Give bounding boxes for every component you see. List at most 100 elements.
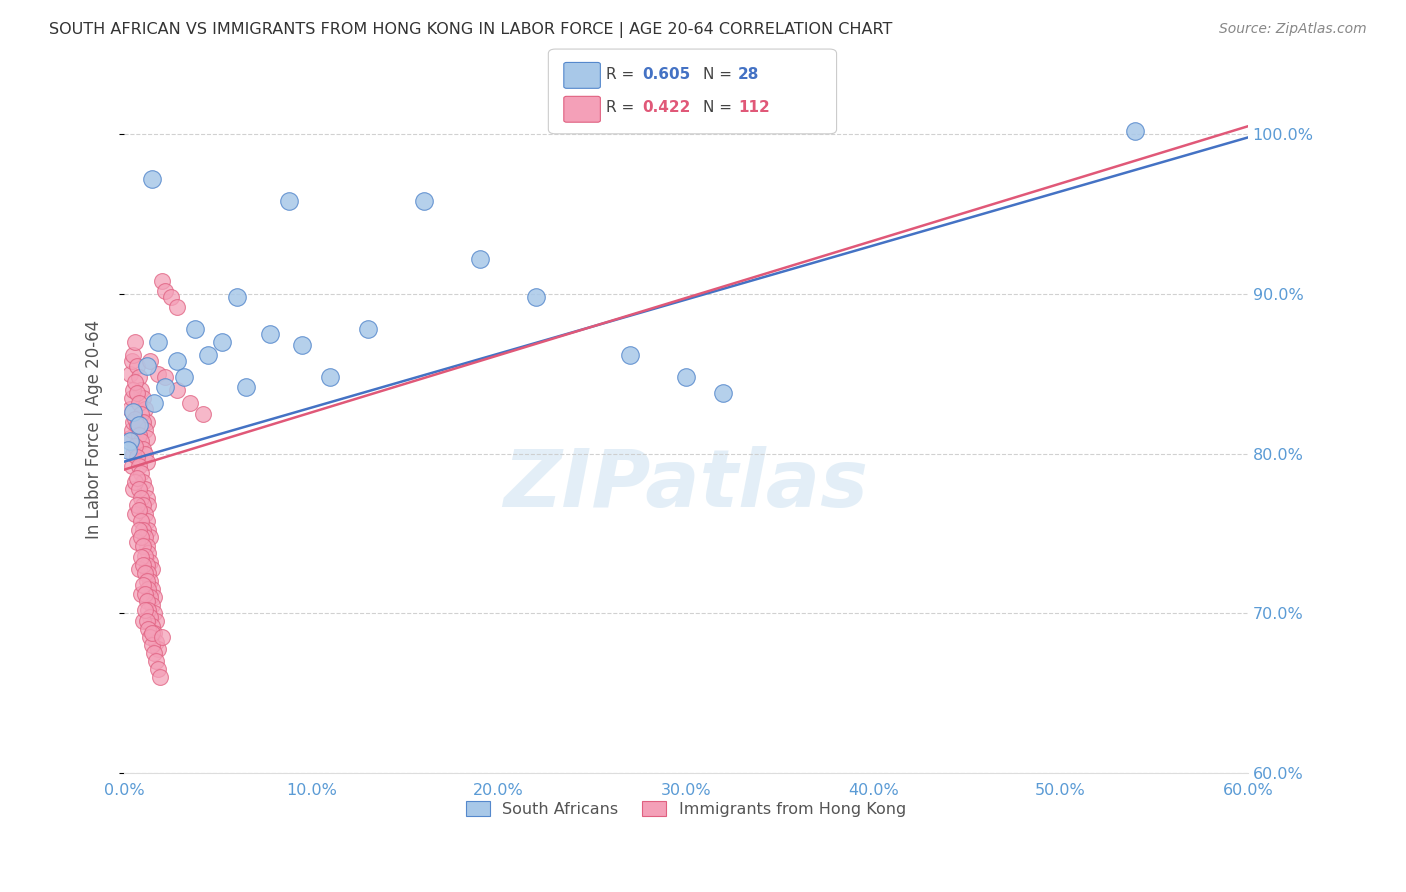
Point	[191, 407, 214, 421]
Point	[132, 442, 155, 456]
Point	[124, 439, 146, 453]
Point	[135, 615, 157, 629]
Point	[122, 383, 145, 397]
Point	[356, 322, 378, 336]
Text: N =: N =	[703, 67, 737, 81]
Point	[134, 549, 156, 563]
Point	[146, 367, 169, 381]
Point	[135, 359, 157, 373]
Point	[127, 386, 149, 401]
Point	[121, 391, 143, 405]
Point	[129, 514, 152, 528]
Point	[122, 447, 145, 461]
Point	[124, 475, 146, 490]
Point	[122, 415, 145, 429]
Point	[135, 558, 157, 573]
Point	[141, 599, 163, 613]
Point	[122, 405, 145, 419]
Point	[128, 370, 150, 384]
Point	[117, 443, 139, 458]
Point	[135, 415, 157, 429]
Point	[134, 447, 156, 461]
Point	[129, 491, 152, 506]
Point	[132, 615, 155, 629]
Text: N =: N =	[703, 101, 737, 115]
Point	[675, 370, 697, 384]
Point	[166, 354, 188, 368]
Point	[134, 482, 156, 496]
Point	[128, 417, 150, 432]
Point	[128, 427, 150, 442]
Point	[132, 475, 155, 490]
Point	[134, 530, 156, 544]
Point	[121, 354, 143, 368]
Point	[713, 386, 735, 401]
Point	[134, 508, 156, 522]
Point	[127, 417, 149, 432]
Point	[139, 631, 162, 645]
Point	[127, 450, 149, 464]
Point	[135, 539, 157, 553]
Point	[129, 587, 152, 601]
Point	[124, 334, 146, 349]
Point	[128, 395, 150, 409]
Point	[468, 252, 491, 266]
Point	[319, 370, 342, 384]
Point	[135, 574, 157, 589]
Point	[225, 290, 247, 304]
Point	[135, 593, 157, 607]
Point	[134, 587, 156, 601]
Point	[166, 383, 188, 397]
Text: Source: ZipAtlas.com: Source: ZipAtlas.com	[1219, 22, 1367, 37]
Point	[141, 625, 163, 640]
Point	[155, 284, 177, 298]
Point	[524, 290, 547, 304]
Point	[291, 338, 314, 352]
Point	[139, 591, 162, 605]
Point	[139, 354, 162, 368]
Text: ZIPatlas: ZIPatlas	[503, 446, 869, 524]
Point	[129, 383, 152, 397]
Point	[135, 491, 157, 506]
Point	[141, 172, 163, 186]
Point	[129, 466, 152, 480]
Point	[132, 539, 155, 553]
Point	[134, 566, 156, 581]
Point	[118, 367, 141, 381]
Text: SOUTH AFRICAN VS IMMIGRANTS FROM HONG KONG IN LABOR FORCE | AGE 20-64 CORRELATIO: SOUTH AFRICAN VS IMMIGRANTS FROM HONG KO…	[49, 22, 893, 38]
Text: R =: R =	[606, 67, 640, 81]
Point	[166, 300, 188, 314]
Point	[124, 411, 146, 425]
Point	[412, 194, 434, 209]
Point	[138, 566, 160, 581]
Point	[132, 558, 155, 573]
Point	[184, 322, 207, 336]
Point	[132, 524, 155, 538]
Point	[150, 631, 173, 645]
Point	[138, 603, 160, 617]
Point	[121, 423, 143, 437]
Point	[121, 459, 143, 474]
Point	[173, 370, 195, 384]
Point	[129, 530, 152, 544]
Point	[143, 646, 166, 660]
Point	[138, 524, 160, 538]
Point	[128, 562, 150, 576]
Point	[135, 514, 157, 528]
Point	[127, 498, 149, 512]
Point	[134, 603, 156, 617]
Point	[139, 555, 162, 569]
Point	[259, 326, 281, 341]
Point	[127, 470, 149, 484]
Point	[155, 379, 177, 393]
Point	[160, 290, 183, 304]
Point	[619, 348, 641, 362]
Point	[127, 534, 149, 549]
Text: 112: 112	[738, 101, 770, 115]
Point	[138, 546, 160, 560]
Point	[138, 623, 160, 637]
Text: 0.422: 0.422	[643, 101, 690, 115]
Point	[143, 591, 166, 605]
Point	[132, 391, 155, 405]
Legend: South Africans, Immigrants from Hong Kong: South Africans, Immigrants from Hong Kon…	[460, 795, 912, 823]
